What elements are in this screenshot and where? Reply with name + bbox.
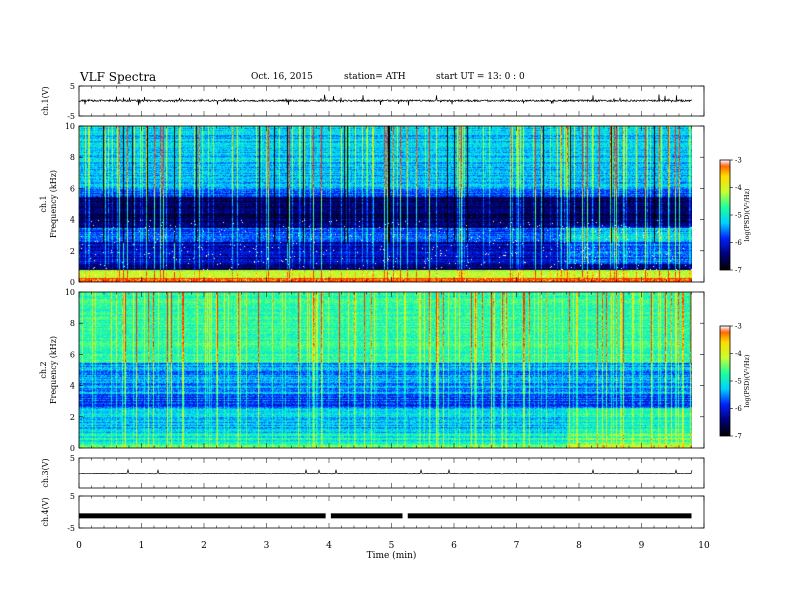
colorbar-tick-label: -6 xyxy=(735,239,742,247)
x-tick-label: 10 xyxy=(698,541,710,551)
ch1-trace xyxy=(78,94,693,106)
y-axis-label: ch.1(V) xyxy=(41,86,50,115)
y-axis-label: Frequency (kHz) xyxy=(49,170,58,238)
y-tick-label: 2 xyxy=(70,247,75,256)
colorbar-tick-label: -6 xyxy=(735,405,742,413)
ch4-level-segment xyxy=(330,513,403,519)
x-tick-label: 2 xyxy=(201,541,207,551)
colorbar-tick-label: -3 xyxy=(735,323,742,331)
x-tick-label: 6 xyxy=(451,541,457,551)
ch1-colorbar xyxy=(720,160,730,270)
x-tick-label: 8 xyxy=(576,541,582,551)
colorbar-tick-label: -4 xyxy=(735,184,742,192)
start-time-label: start UT = 13: 0 : 0 xyxy=(436,72,525,82)
y-tick-label: 8 xyxy=(70,153,75,162)
ch4-level-segment xyxy=(407,513,692,519)
y-tick-label: 0 xyxy=(70,444,75,453)
y-tick-label: -5 xyxy=(67,524,75,533)
x-tick-label: 4 xyxy=(326,541,332,551)
axis-labels: -3 -4 -5 -6 -7 log(PSD)(V²/Hz) -3 -4 -5 -6 -7 log(P… xyxy=(39,82,751,561)
x-tick-label: 9 xyxy=(639,541,645,551)
y-tick-label: 2 xyxy=(70,413,75,422)
y-tick-label: 4 xyxy=(70,382,75,391)
station-label: station= ATH xyxy=(344,72,406,82)
colorbar-tick-label: -5 xyxy=(735,378,742,386)
spectrogram-images xyxy=(79,126,730,448)
y-tick-label: 6 xyxy=(70,184,75,193)
colorbar-tick-label: -3 xyxy=(735,157,742,165)
y-axis-label: Frequency (kHz) xyxy=(49,336,58,404)
y-axis-label: ch.3(V) xyxy=(41,458,50,487)
x-tick-label: 3 xyxy=(264,541,270,551)
y-axis-label: ch.1 xyxy=(39,195,48,212)
axes xyxy=(78,85,733,529)
y-tick-label: 0 xyxy=(70,278,75,287)
y-tick-label: 5 xyxy=(70,82,75,91)
ch4-level-segment xyxy=(79,513,326,519)
y-axis-label: ch.4(V) xyxy=(41,497,50,526)
y-tick-label: -5 xyxy=(67,112,75,121)
chart-title: VLF Spectra xyxy=(80,70,157,84)
y-tick-label: 5 xyxy=(70,454,75,463)
x-tick-label: 5 xyxy=(389,541,395,551)
y-axis-label: ch.2 xyxy=(39,361,48,378)
y-tick-label: 4 xyxy=(70,216,75,225)
x-axis-label: Time (min) xyxy=(367,550,417,561)
colorbar-tick-label: -4 xyxy=(735,350,742,358)
colorbar-tick-label: -7 xyxy=(735,433,742,441)
y-tick-label: 8 xyxy=(70,319,75,328)
x-tick-label: 1 xyxy=(139,541,145,551)
colorbar-tick-label: -7 xyxy=(735,267,742,275)
colorbar-tick-label: -5 xyxy=(735,212,742,220)
ch2-spectrogram-image xyxy=(79,292,692,448)
y-tick-label: 6 xyxy=(70,350,75,359)
y-tick-label: 10 xyxy=(65,122,75,131)
ch3-trace xyxy=(78,468,693,475)
date-label: Oct. 16, 2015 xyxy=(251,72,313,82)
x-tick-label: 7 xyxy=(514,541,520,551)
y-tick-label: 5 xyxy=(70,492,75,501)
waveform-traces xyxy=(78,94,693,519)
y-tick-label: 10 xyxy=(65,288,75,297)
colorbar-label: log(PSD)(V²/Hz) xyxy=(743,354,751,407)
ch2-colorbar xyxy=(720,326,730,436)
ch1-spectrogram-image xyxy=(79,126,692,282)
x-tick-label: 0 xyxy=(76,541,82,551)
colorbar-label: log(PSD)(V²/Hz) xyxy=(743,188,751,241)
